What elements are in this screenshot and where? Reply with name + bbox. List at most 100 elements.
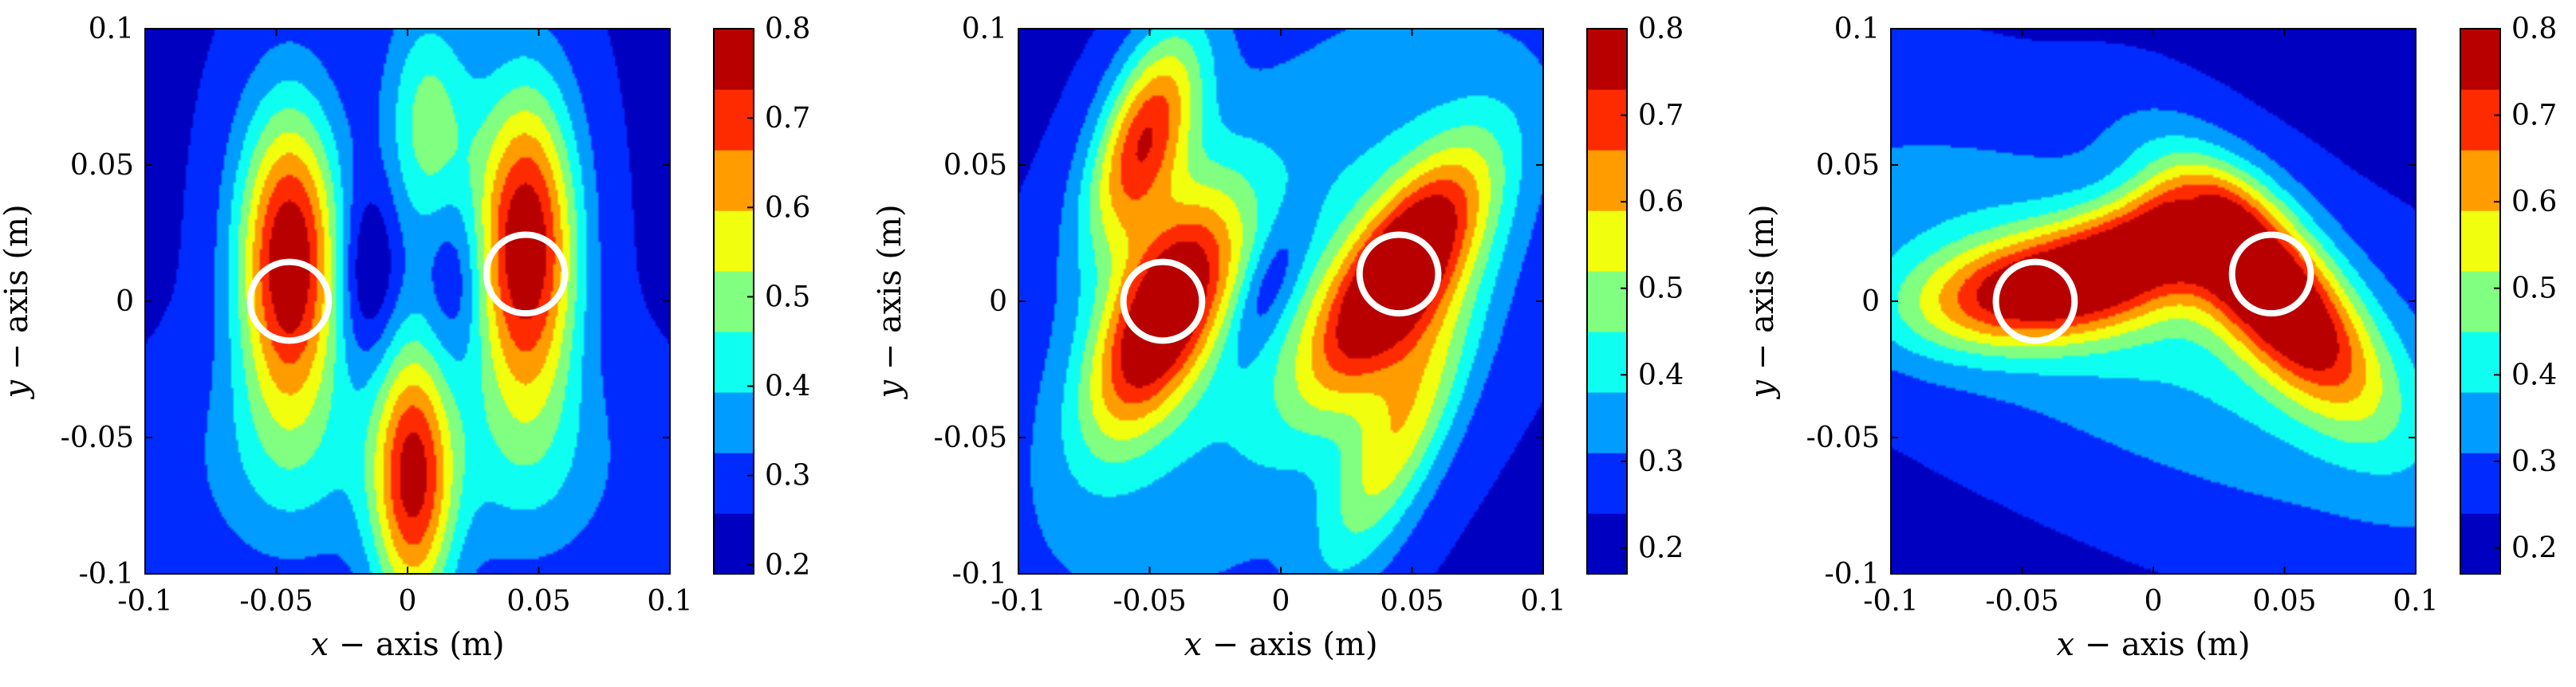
colorbar-segment [714,29,754,90]
colorbar-segment [1587,332,1627,393]
colorbar-segment [714,453,754,514]
colorbar-tick-label: 0.3 [765,460,810,493]
colorbar-tick-label: 0.6 [1638,186,1684,218]
x-tick-label: 0 [2145,585,2163,618]
x-tick-label: -0.1 [1863,585,1918,618]
y-tick-label: 0.1 [1834,13,1880,45]
x-tick-label: 0 [1272,585,1290,618]
contour-field [1018,29,1543,574]
x-axis-label: x − axis (m) [310,626,504,663]
colorbar-segment [2460,513,2500,575]
x-tick-label: -0.05 [239,585,313,618]
colorbar-frame [2460,28,2501,575]
colorbar-segment [714,332,754,393]
y-axis-label: y − axis (m) [1744,204,1781,399]
source-location-circle [483,231,569,317]
colorbar-segment [1587,453,1627,514]
colorbar: 0.2 0.3 0.4 0.5 0.6 0.7 0.8 [2460,13,2557,575]
x-tick-label: 0.05 [1380,585,1444,618]
y-tick-label: 0.1 [89,13,134,45]
colorbar-segment [2460,210,2500,272]
x-tick-label: -0.1 [117,585,172,618]
x-tick-label: 0.05 [506,585,570,618]
colorbar: 0.2 0.3 0.4 0.5 0.6 0.7 0.8 [713,13,810,582]
source-location-circle [2228,231,2314,317]
colorbar-segment [714,392,754,453]
x-tick-label: -0.05 [1985,585,2058,618]
colorbar-tick-label: 0.3 [1638,446,1684,478]
y-tick-label: -0.05 [934,422,1007,454]
colorbar-segment [1587,29,1627,90]
y-tick-label: 0 [989,285,1007,318]
colorbar-segment [1587,89,1627,151]
colorbar-segment [1587,271,1627,332]
x-axis-label: x − axis (m) [2056,626,2250,663]
colorbar-tick-label: 0.8 [2511,13,2557,45]
colorbar-frame [713,28,754,575]
x-tick-label: -0.1 [991,585,1046,618]
colorbar-tick-label: 0.4 [2511,359,2557,391]
y-tick-label: -0.1 [1825,558,1880,591]
colorbar-segment [1587,210,1627,272]
colorbar-tick-label: 0.2 [765,549,810,582]
y-axis-label: y − axis (m) [872,204,908,399]
y-tick-label: 0 [1861,285,1880,318]
y-tick-label: -0.05 [61,422,134,454]
colorbar-tick-label: 0.5 [2511,273,2557,305]
subplot-2: -0.1 -0.05 0 0.05 0.1 -0.1 -0.05 0 0.05 0.1 x − ax… [872,13,1684,663]
y-tick-label: 0.05 [1816,149,1880,182]
colorbar-tick-label: 0.2 [2511,532,2557,564]
y-tick-label: 0.05 [70,149,134,182]
colorbar-segment [714,89,754,151]
colorbar-tick-label: 0.8 [765,13,810,45]
colorbar-segment [2460,332,2500,393]
x-tick-label: 0.1 [1520,585,1566,618]
subplot-1: -0.1 -0.05 0 0.05 0.1 -0.1 -0.05 0 0.05 0.1 x − ax… [0,13,810,663]
colorbar-tick-label: 0.7 [765,102,810,135]
colorbar-tick-label: 0.7 [1638,100,1684,132]
colorbar-segment [2460,453,2500,514]
colorbar-tick-label: 0.3 [2511,446,2557,478]
colorbar: 0.2 0.3 0.4 0.5 0.6 0.7 0.8 [1586,13,1684,575]
x-tick-label: 0.1 [2393,585,2438,618]
colorbar-tick-label: 0.4 [765,371,810,403]
colorbar-segment [2460,29,2500,90]
colorbar-segment [1587,150,1627,211]
source-location-circle [1992,258,2078,344]
x-axis-label: x − axis (m) [1184,626,1377,663]
colorbar-tick-label: 0.5 [765,281,810,313]
colorbar-tick-label: 0.8 [1638,13,1684,45]
x-tick-label: -0.05 [1113,585,1186,618]
colorbar-segment [2460,271,2500,332]
y-tick-label: 0 [116,285,134,318]
colorbar-segment [1587,513,1627,575]
source-location-circle [1120,258,1206,344]
source-location-circle [246,258,333,344]
colorbar-frame [1586,28,1628,575]
colorbar-segment [714,271,754,332]
colorbar-tick-label: 0.6 [2511,186,2557,218]
y-tick-label: -0.1 [79,558,134,591]
y-tick-label: 0.05 [943,149,1007,182]
y-tick-label: -0.1 [952,558,1007,591]
colorbar-segment [714,150,754,211]
colorbar-segment [2460,150,2500,211]
y-tick-label: 0.1 [962,13,1007,45]
source-location-circle [1356,231,1442,317]
colorbar-segment [2460,392,2500,453]
contour-field [1891,29,2416,574]
colorbar-segment [714,210,754,272]
colorbar-tick-label: 0.4 [1638,359,1684,391]
colorbar-tick-label: 0.5 [1638,273,1684,305]
y-tick-label: -0.05 [1806,422,1880,454]
colorbar-segment [2460,89,2500,151]
x-tick-label: 0 [399,585,417,618]
colorbar-segment [1587,392,1627,453]
subplot-3: -0.1 -0.05 0 0.05 0.1 -0.1 -0.05 0 0.05 0.1 x − ax… [1744,13,2557,663]
x-tick-label: 0.05 [2252,585,2316,618]
x-tick-label: 0.1 [647,585,692,618]
colorbar-tick-label: 0.7 [2511,100,2557,132]
colorbar-tick-label: 0.2 [1638,532,1684,564]
y-axis-label: y − axis (m) [0,204,35,399]
